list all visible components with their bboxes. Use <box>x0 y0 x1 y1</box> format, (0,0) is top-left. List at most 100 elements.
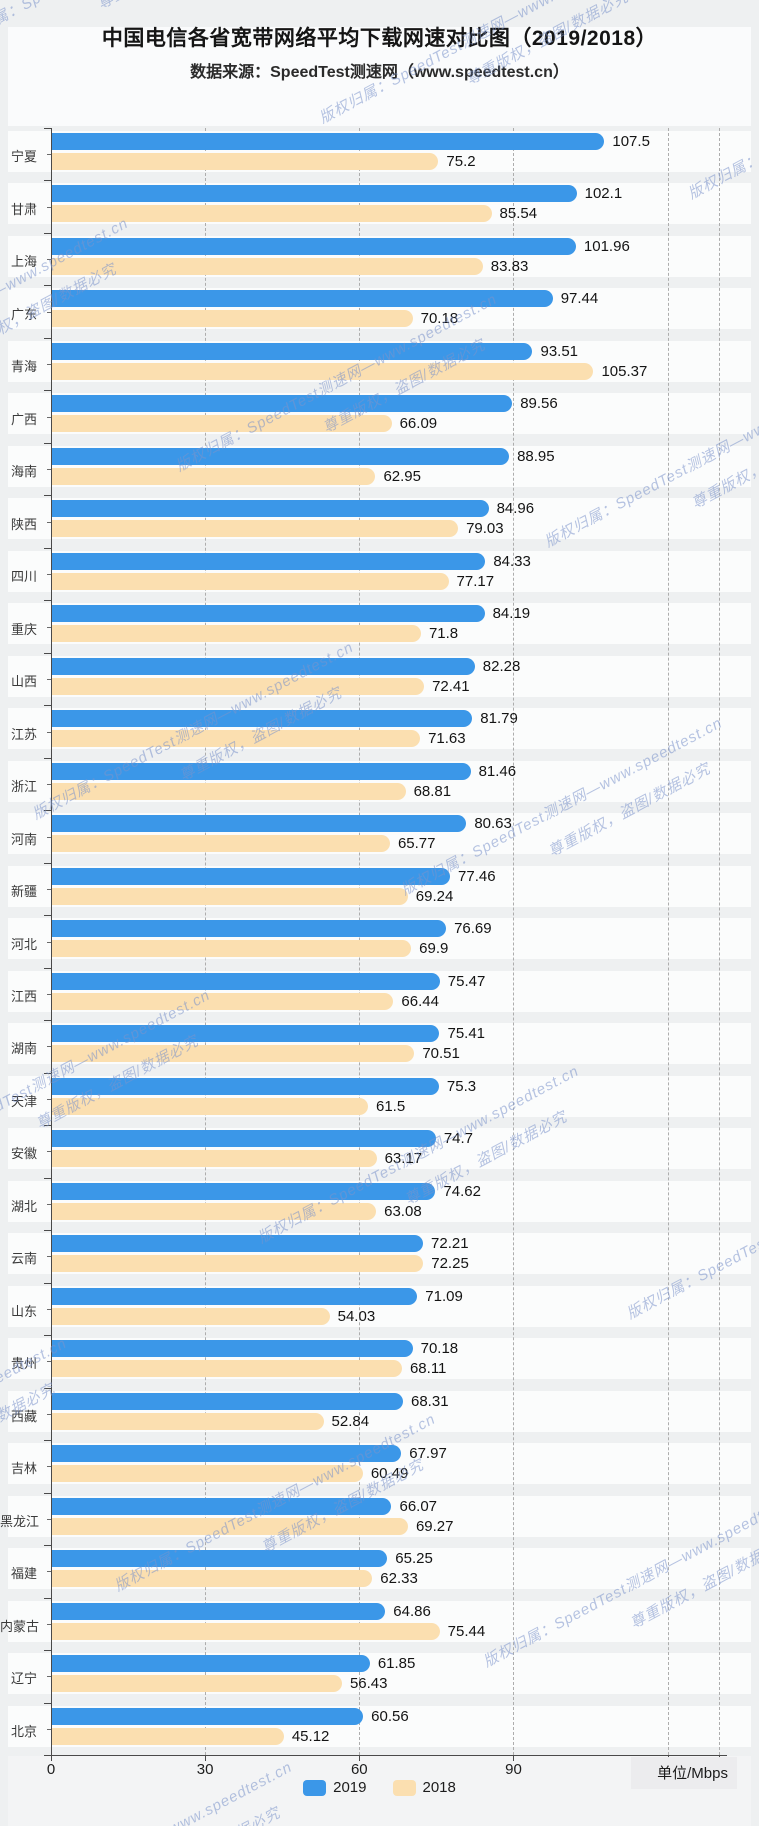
bar-2019 <box>52 867 451 885</box>
bar-value-2018: 54.03 <box>337 1307 376 1325</box>
y-axis-tick <box>44 443 51 444</box>
category-label: 重庆 <box>10 621 37 637</box>
bar-value-2018: 72.41 <box>432 677 470 695</box>
y-axis-tick <box>44 968 51 969</box>
legend-label-2019: 2019 <box>333 1779 367 1796</box>
x-axis-tick <box>513 1756 515 1761</box>
x-axis-tick-label: 0 <box>46 1761 56 1778</box>
bar-value-2018: 69.24 <box>415 887 454 905</box>
y-axis-line <box>51 128 52 1755</box>
category-label: 山西 <box>10 674 37 690</box>
bar-2019 <box>52 1392 403 1410</box>
y-axis-tick <box>44 600 51 601</box>
bar-2018 <box>52 362 594 380</box>
bar-2019 <box>52 1340 413 1358</box>
bar-2018 <box>52 1622 440 1640</box>
bar-value-2018: 75.44 <box>447 1622 486 1640</box>
y-axis-minor-tick <box>47 1204 51 1205</box>
bar-value-2018: 61.5 <box>376 1097 406 1115</box>
bar-value-2019: 60.56 <box>371 1707 409 1725</box>
y-axis-tick <box>44 1230 51 1231</box>
bar-2019 <box>52 342 533 360</box>
category-label: 黑龙江 <box>0 1513 40 1529</box>
bar-2018 <box>52 730 421 748</box>
category-label: 上海 <box>10 254 37 270</box>
bar-2019 <box>52 1445 402 1463</box>
bar-2018 <box>52 1360 402 1378</box>
bar-2018 <box>52 1570 373 1588</box>
bar-value-2019: 80.63 <box>474 815 512 833</box>
y-axis-tick <box>44 338 51 339</box>
y-axis-minor-tick <box>47 469 51 470</box>
bar-2018 <box>52 1045 415 1063</box>
y-axis-minor-tick <box>47 1571 51 1572</box>
bar-2019 <box>52 657 475 675</box>
gridline-120 <box>667 128 669 1755</box>
y-axis-minor-tick <box>47 1676 51 1677</box>
bar-value-2018: 65.77 <box>397 835 436 853</box>
bar-2018 <box>52 572 449 590</box>
category-label: 贵州 <box>10 1356 37 1372</box>
bar-2019 <box>52 1025 440 1043</box>
legend: 2019 2018 <box>0 1779 759 1796</box>
legend-item-2018: 2018 <box>392 1779 456 1796</box>
bar-2019 <box>52 1655 370 1673</box>
bar-2018 <box>52 940 412 958</box>
category-label: 广西 <box>10 411 37 427</box>
y-axis-minor-tick <box>47 679 51 680</box>
bar-value-2019: 84.96 <box>496 500 535 518</box>
bar-value-2018: 66.09 <box>399 415 438 433</box>
legend-label-2018: 2018 <box>422 1779 456 1796</box>
y-axis-minor-tick <box>47 1519 51 1520</box>
bar-value-2018: 70.18 <box>420 310 459 328</box>
y-axis-minor-tick <box>47 732 51 733</box>
bar-value-2019: 88.95 <box>517 447 555 465</box>
bar-2018 <box>52 1307 330 1325</box>
bar-value-2019: 71.09 <box>425 1287 463 1305</box>
y-axis-tick <box>44 495 51 496</box>
y-axis-tick <box>44 1493 51 1494</box>
y-axis-minor-tick <box>47 154 51 155</box>
bar-2018 <box>52 205 492 223</box>
bar-2019 <box>52 133 605 150</box>
bar-value-2019: 75.41 <box>447 1025 486 1043</box>
bar-2018 <box>52 1727 284 1745</box>
bar-2019 <box>52 1287 418 1305</box>
category-label: 天津 <box>10 1093 37 1109</box>
category-label: 青海 <box>10 359 37 375</box>
bar-value-2018: 105.37 <box>601 362 648 380</box>
x-axis-tick <box>51 1756 52 1761</box>
category-label: 广东 <box>10 306 37 322</box>
bar-2019 <box>52 552 486 570</box>
footer-band <box>8 1756 751 1826</box>
y-axis-tick <box>44 128 51 129</box>
y-axis-tick <box>44 1335 51 1336</box>
bar-value-2018: 77.17 <box>456 572 495 590</box>
bar-2018 <box>52 1675 342 1693</box>
bar-2019 <box>52 290 553 308</box>
bar-value-2019: 70.18 <box>420 1340 459 1358</box>
y-axis-minor-tick <box>47 1256 51 1257</box>
bar-value-2019: 75.47 <box>447 972 486 990</box>
y-axis-tick <box>44 285 51 286</box>
bar-value-2018: 60.49 <box>370 1465 409 1483</box>
y-axis-tick <box>44 705 51 706</box>
bar-value-2019: 75.3 <box>446 1077 477 1095</box>
y-axis-minor-tick <box>47 574 51 575</box>
y-axis-tick <box>44 810 51 811</box>
bar-2019 <box>52 447 510 465</box>
y-axis-tick <box>44 1545 51 1546</box>
bar-2018 <box>52 992 394 1010</box>
bar-2018 <box>52 835 390 853</box>
y-axis-minor-tick <box>47 312 51 313</box>
category-label: 新疆 <box>10 884 37 900</box>
bar-2019 <box>52 762 471 780</box>
category-label: 吉林 <box>10 1461 37 1477</box>
x-axis-line <box>51 1755 727 1756</box>
y-axis-minor-tick <box>47 1361 51 1362</box>
category-label: 海南 <box>10 464 37 480</box>
bar-value-2018: 56.43 <box>349 1675 388 1693</box>
bar-value-2018: 63.17 <box>384 1150 423 1168</box>
category-label: 内蒙古 <box>0 1618 40 1634</box>
legend-item-2019: 2019 <box>303 1779 367 1796</box>
